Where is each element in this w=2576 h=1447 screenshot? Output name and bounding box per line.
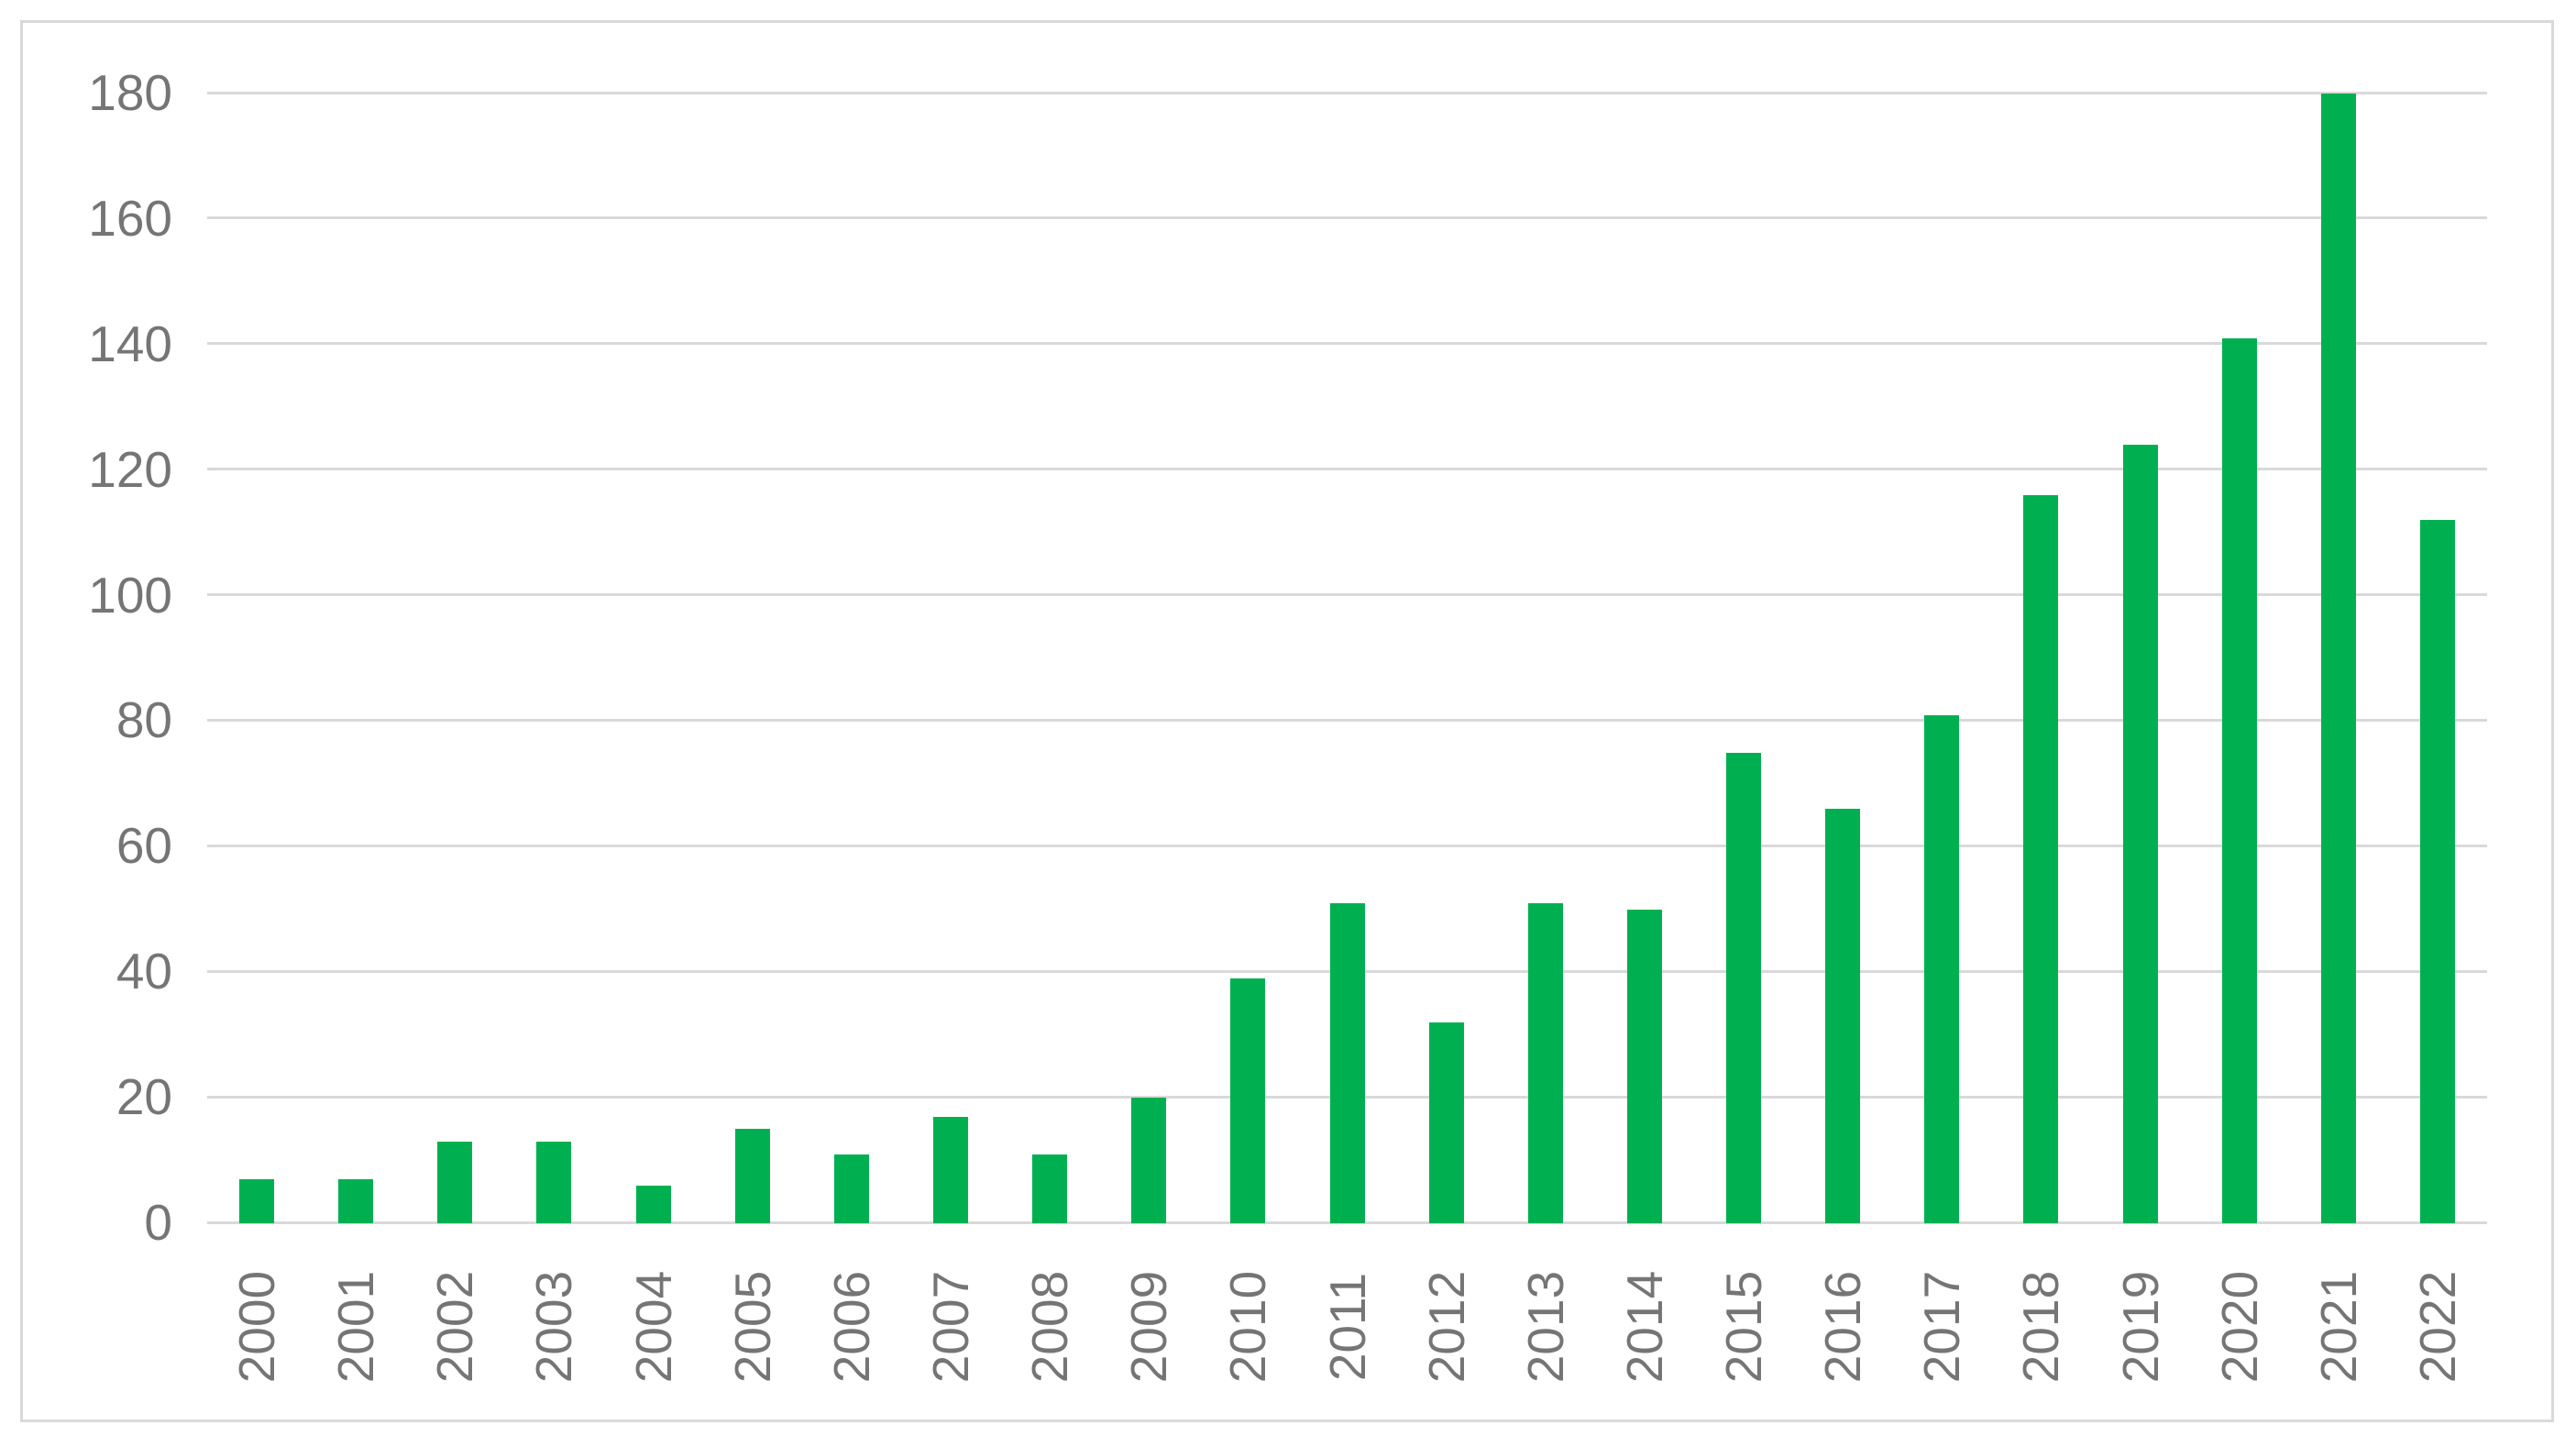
x-label-2001: 2001 <box>327 1270 385 1384</box>
y-label-160: 160 <box>88 189 172 247</box>
bar-2022 <box>2419 520 2455 1223</box>
x-label-2003: 2003 <box>525 1270 583 1384</box>
chart-frame: 180 160 140 120 100 80 60 40 20 0 2000 2001 2002 200… <box>20 20 2554 1422</box>
bar-2003 <box>536 1142 572 1223</box>
x-label-2011: 2011 <box>1318 1272 1376 1382</box>
bar-2004 <box>635 1185 671 1223</box>
bar-2021 <box>2320 94 2356 1223</box>
x-label-2012: 2012 <box>1417 1270 1475 1384</box>
x-label-2005: 2005 <box>723 1270 781 1384</box>
x-label-2000: 2000 <box>228 1270 286 1384</box>
y-label-140: 140 <box>88 315 172 372</box>
bar-2005 <box>734 1129 770 1223</box>
x-label-2008: 2008 <box>1021 1270 1079 1384</box>
bar-2015 <box>1726 752 1762 1223</box>
x-label-2006: 2006 <box>822 1270 880 1384</box>
bar-2007 <box>932 1116 968 1223</box>
bar-2008 <box>1032 1154 1068 1223</box>
y-label-120: 120 <box>88 440 172 498</box>
bar-2012 <box>1428 1022 1464 1223</box>
bar-2002 <box>437 1142 473 1223</box>
x-label-2014: 2014 <box>1615 1270 1673 1384</box>
x-label-2018: 2018 <box>2012 1270 2070 1384</box>
gridline-60 <box>207 844 2487 847</box>
y-label-100: 100 <box>88 566 172 624</box>
plot-area <box>207 91 2487 1224</box>
bar-2019 <box>2122 445 2158 1223</box>
bar-2010 <box>1230 978 1266 1223</box>
bar-2014 <box>1626 909 1662 1223</box>
x-label-2004: 2004 <box>624 1270 682 1384</box>
y-label-180: 180 <box>88 64 172 121</box>
y-label-40: 40 <box>116 943 172 1000</box>
x-label-2016: 2016 <box>1814 1270 1872 1384</box>
x-label-2020: 2020 <box>2210 1270 2268 1384</box>
x-label-2013: 2013 <box>1516 1270 1574 1384</box>
x-label-2017: 2017 <box>1913 1270 1971 1384</box>
x-label-2002: 2002 <box>426 1270 484 1384</box>
bar-2013 <box>1527 902 1563 1223</box>
bar-2001 <box>338 1179 374 1223</box>
bar-2020 <box>2221 337 2257 1223</box>
y-label-0: 0 <box>144 1194 172 1251</box>
x-label-2019: 2019 <box>2111 1270 2169 1384</box>
gridline-160 <box>207 216 2487 220</box>
bar-2009 <box>1131 1098 1167 1223</box>
bar-2006 <box>833 1154 869 1223</box>
x-label-2015: 2015 <box>1715 1270 1773 1384</box>
bar-2017 <box>1924 714 1960 1223</box>
bar-2000 <box>239 1179 275 1223</box>
gridline-120 <box>207 468 2487 471</box>
x-label-2022: 2022 <box>2408 1270 2466 1384</box>
bar-2011 <box>1329 902 1365 1223</box>
x-label-2007: 2007 <box>921 1270 979 1384</box>
x-label-2009: 2009 <box>1120 1270 1178 1384</box>
gridline-140 <box>207 342 2487 346</box>
y-label-20: 20 <box>116 1068 172 1126</box>
bar-2016 <box>1825 809 1861 1223</box>
y-label-60: 60 <box>116 817 172 875</box>
gridline-100 <box>207 593 2487 597</box>
x-label-2021: 2021 <box>2309 1270 2367 1384</box>
gridline-180 <box>207 91 2487 94</box>
x-label-2010: 2010 <box>1219 1270 1277 1384</box>
gridline-80 <box>207 718 2487 722</box>
y-label-80: 80 <box>116 691 172 749</box>
bar-2018 <box>2023 495 2059 1223</box>
